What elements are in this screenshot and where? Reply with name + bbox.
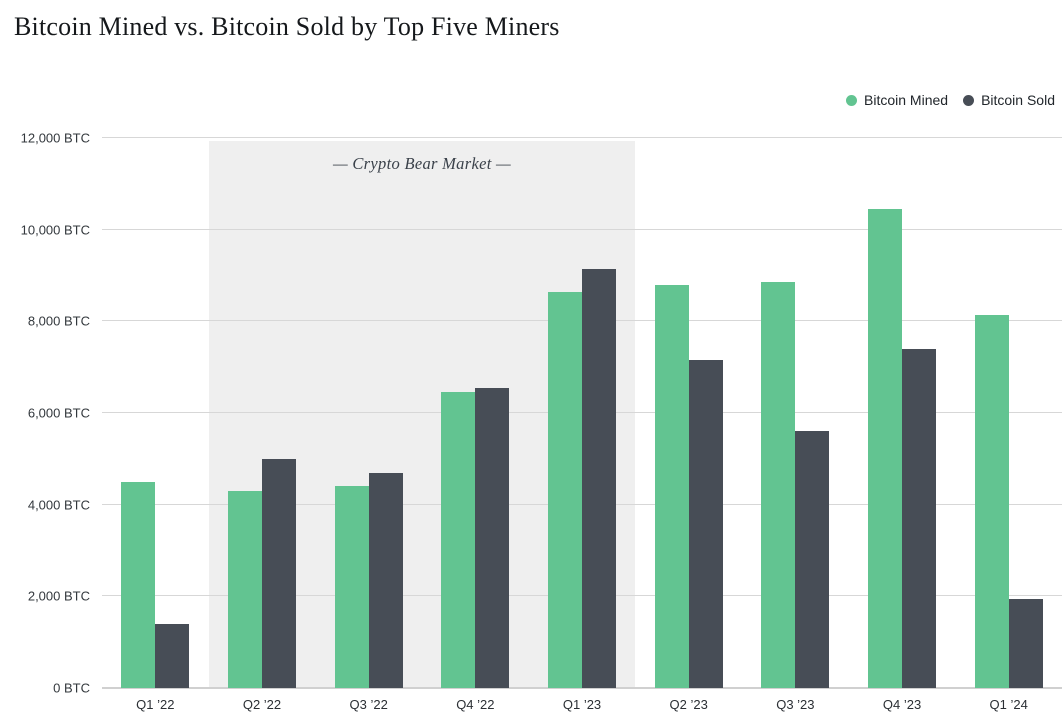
bar-bitcoin-mined-q3-23[interactable] (761, 282, 796, 688)
legend-item-bitcoin-sold[interactable]: Bitcoin Sold (963, 92, 1055, 108)
legend-item-bitcoin-mined[interactable]: Bitcoin Mined (846, 92, 948, 108)
legend-sold-label: Bitcoin Sold (981, 92, 1055, 108)
bar-group-q1-22 (102, 138, 209, 688)
bar-bitcoin-sold-q3-22[interactable] (368, 472, 403, 688)
bar-bitcoin-mined-q1-24[interactable] (974, 314, 1009, 688)
x-tick-label-q3-22: Q3 ’22 (349, 697, 388, 712)
gridline-12000 (102, 137, 1062, 138)
y-axis: 0 BTC 2,000 BTC 4,000 BTC 6,000 BTC 8,000 BT… (0, 131, 90, 696)
x-axis: Q1 ’22 Q2 ’22 Q3 ’22 Q4 ’22 Q1 ’23 Q2 ’23 Q3 ’… (102, 697, 1062, 712)
bear-market-label: — Crypto Bear Market — (332, 154, 511, 173)
y-tick-label-4000: 4,000 BTC (27, 497, 90, 513)
y-tick-label-10000: 10,000 BTC (20, 222, 90, 238)
bar-bitcoin-sold-q2-22[interactable] (262, 458, 296, 688)
bar-bitcoin-sold-q4-23[interactable] (902, 348, 937, 688)
x-tick-label-q4-22: Q4 ’22 (456, 697, 495, 712)
bar-group-q2-23 (635, 138, 742, 688)
bar-bitcoin-mined-q2-23[interactable] (654, 284, 689, 688)
bar-bitcoin-sold-q1-24[interactable] (1008, 598, 1043, 688)
gridline-0 (102, 687, 1062, 689)
y-tick-label-0: 0 BTC (53, 680, 90, 696)
bar-bitcoin-mined-q1-23[interactable] (548, 291, 583, 688)
bar-bitcoin-sold-q2-23[interactable] (688, 360, 723, 688)
gridline-10000 (102, 228, 1062, 230)
bar-bitcoin-mined-q4-22[interactable] (441, 392, 476, 688)
bar-bitcoin-sold-q1-22[interactable] (155, 623, 190, 688)
bar-bitcoin-mined-q1-22[interactable] (121, 481, 156, 688)
y-tick-label-2000: 2,000 BTC (27, 588, 90, 604)
x-tick-label-q1-22: Q1 ’22 (136, 697, 175, 712)
bar-bitcoin-mined-q3-22[interactable] (334, 486, 369, 688)
y-tick-label-12000: 12,000 BTC (20, 130, 90, 146)
x-tick-label-q2-22: Q2 ’22 (242, 697, 282, 712)
bar-bitcoin-sold-q4-22[interactable] (475, 387, 510, 688)
y-tick-label-8000: 8,000 BTC (27, 313, 90, 329)
x-tick-label-q3-23: Q3 ’23 (776, 697, 815, 712)
bar-group-q3-23 (742, 138, 849, 688)
legend-mined-dot-icon (846, 94, 858, 106)
chart-title: Bitcoin Mined vs. Bitcoin Sold by Top Fi… (14, 12, 560, 41)
bar-group-q3-22 (315, 138, 422, 688)
bar-group-q1-23 (529, 138, 636, 688)
chart-legend: Bitcoin Mined Bitcoin Sold (846, 92, 1055, 108)
bar-group-q4-23 (849, 138, 956, 688)
legend-mined-label: Bitcoin Mined (864, 92, 949, 108)
bar-group-q2-22 (209, 138, 316, 688)
plot-area: — Crypto Bear Market — (102, 137, 1062, 689)
bar-bitcoin-mined-q4-23[interactable] (868, 209, 903, 688)
x-tick-label-q1-23: Q1 ’23 (562, 697, 602, 712)
x-tick-label-q2-23: Q2 ’23 (669, 697, 708, 712)
x-tick-label-q4-23: Q4 ’23 (882, 697, 922, 712)
bar-bitcoin-mined-q2-22[interactable] (228, 490, 262, 688)
bar-group-q4-22 (422, 138, 529, 688)
bar-group-q1-24 (955, 138, 1062, 688)
y-tick-label-6000: 6,000 BTC (27, 405, 90, 421)
bar-groups (102, 138, 1062, 688)
bar-bitcoin-sold-q1-23[interactable] (582, 268, 617, 688)
bar-bitcoin-sold-q3-23[interactable] (795, 431, 830, 688)
legend-sold-dot-icon (963, 94, 975, 106)
x-tick-label-q1-24: Q1 ’24 (989, 697, 1028, 712)
